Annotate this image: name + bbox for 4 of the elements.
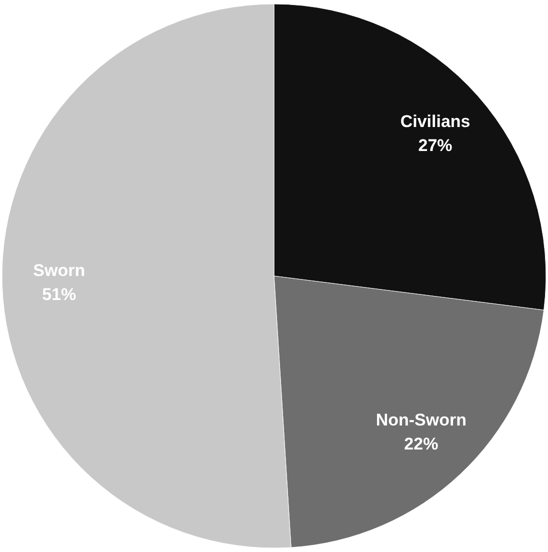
data-label: 22% <box>404 434 438 454</box>
slice-label: Non-Sworn <box>376 410 467 430</box>
slice-label: Civilians <box>400 112 470 131</box>
data-label: 27% <box>418 136 452 155</box>
